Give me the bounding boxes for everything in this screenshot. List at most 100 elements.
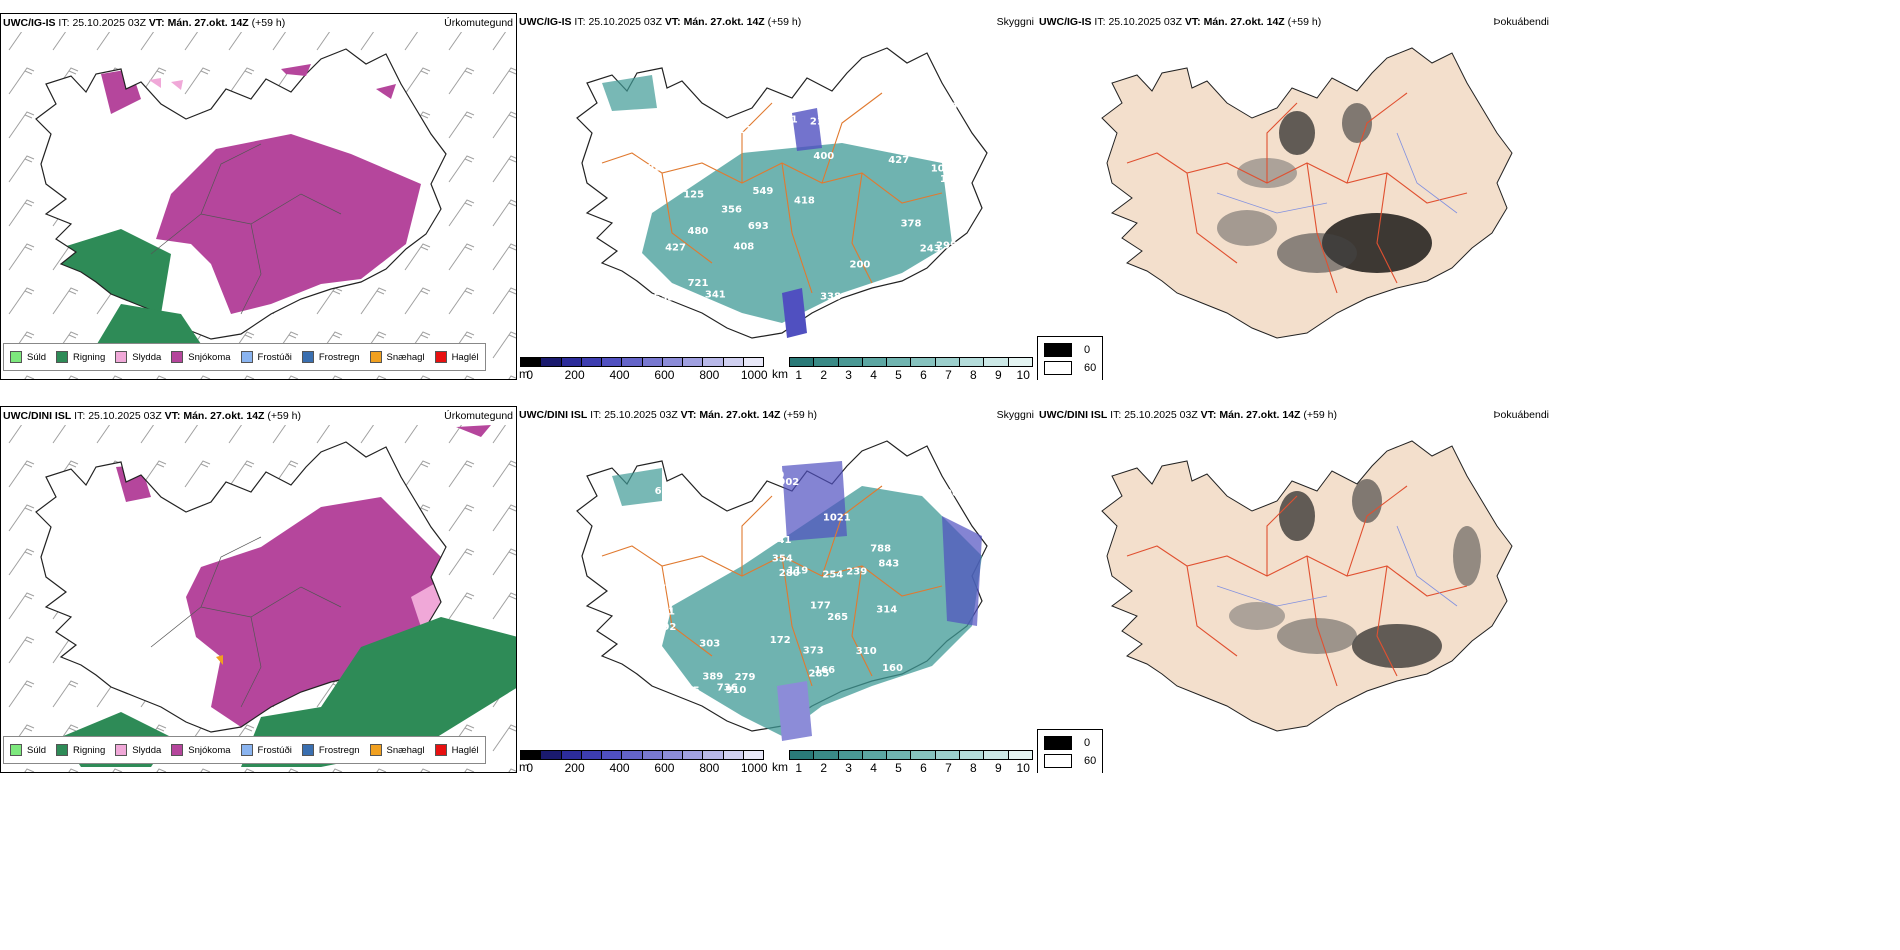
visibility-value: 304 <box>732 81 753 92</box>
visibility-value: 120 <box>896 478 917 489</box>
rivers <box>1216 525 1458 607</box>
colorbar-segment <box>862 358 888 366</box>
colorbar-segment <box>521 751 542 759</box>
visibility-value: 330 <box>763 470 784 481</box>
visibility-value: 549 <box>753 186 774 197</box>
swatch <box>56 351 69 363</box>
colorbar-segment <box>862 751 888 759</box>
colorbar-tick: 10 <box>1016 368 1030 380</box>
colorbar-tick: 5 <box>895 761 902 773</box>
visibility-value: 1021 <box>823 513 851 524</box>
colorbar-segment <box>814 358 839 366</box>
panel-title: Þokuábendi <box>1493 16 1549 28</box>
colorbar-segment <box>723 751 744 759</box>
colorbar-tick: 200 <box>564 761 585 773</box>
colorbar-segment <box>1008 751 1032 759</box>
colorbar-tick: 1 <box>795 368 803 380</box>
visibility-value: 408 <box>733 242 754 253</box>
colorbar-tick: 5 <box>895 368 902 380</box>
legend-item-snow: Snjókoma <box>171 744 231 756</box>
land <box>1101 440 1513 732</box>
visibility-value: 177 <box>810 601 831 612</box>
colorbar-tick: 1000 <box>740 368 768 380</box>
visibility-value: 693 <box>748 221 769 232</box>
visibility-value: 356 <box>721 205 742 216</box>
legend-item-freezing-rain: Frostregn <box>301 351 360 363</box>
colorbar-segment <box>838 751 863 759</box>
panel-header: UWC/DINI ISL IT: 25.10.2025 03Z VT: Mán.… <box>3 410 301 422</box>
colorbar-segment <box>622 751 643 759</box>
legend-item-hail: Haglél <box>434 351 479 363</box>
legend-item-snow-pellets: Snæhagl <box>369 351 425 363</box>
coastline <box>35 441 447 733</box>
fog-legend: 0 60 <box>1037 729 1104 773</box>
visibility-value: 303 <box>699 639 720 650</box>
visibility-value: 136 <box>940 174 961 185</box>
visibility-value: 290 <box>938 488 959 499</box>
colorbar-tick: 800 <box>699 368 720 380</box>
swatch <box>369 744 382 756</box>
visibility-value: 623 <box>642 514 663 525</box>
visibility-value: 302 <box>640 163 661 174</box>
visibility-value: 367 <box>932 285 953 296</box>
colorbar-tick: 400 <box>609 368 630 380</box>
visibility-value: 109 <box>720 531 741 542</box>
colorbar-segment <box>960 751 985 759</box>
visibility-value: 601 <box>655 486 676 497</box>
panel-header: UWC/IG-IS IT: 25.10.2025 03Z VT: Mán. 27… <box>519 16 802 28</box>
colorbar-segment <box>984 751 1009 759</box>
colorbar-tick: 600 <box>654 761 675 773</box>
panel-title: Þokuábendi <box>1493 409 1549 421</box>
legend-item-freezing-drizzle: Frostúði <box>240 744 292 756</box>
coastline <box>35 48 447 340</box>
panel-header: UWC/IG-IS IT: 25.10.2025 03Z VT: Mán. 27… <box>3 17 286 29</box>
colorbar-segment <box>581 358 602 366</box>
visibility-value: 427 <box>665 243 686 254</box>
swatch <box>240 351 253 363</box>
colorbar-segment <box>561 358 582 366</box>
panel-header: UWC/DINI ISL IT: 25.10.2025 03Z VT: Mán.… <box>519 409 817 421</box>
visibility-value: 318 <box>935 295 956 306</box>
visibility-value: 130 <box>880 81 901 92</box>
fog-swatch-0 <box>1044 736 1072 750</box>
colorbar-tick: 200 <box>564 368 585 380</box>
visibility-value: 280 <box>779 568 800 579</box>
fog-legend: 0 60 <box>1037 336 1104 380</box>
visibility-value: 585 <box>679 686 700 697</box>
swatch <box>434 351 447 363</box>
legend-item-drizzle: Súld <box>10 744 46 756</box>
colorbar-segment <box>683 751 704 759</box>
visibility-panel-bottom: UWC/DINI ISL IT: 25.10.2025 03Z VT: Mán.… <box>517 406 1037 773</box>
colorbar-segment <box>814 751 839 759</box>
swatch <box>240 744 253 756</box>
visibility-value: 105 <box>931 163 952 174</box>
visibility-value: 910 <box>726 685 747 696</box>
ceiling-colorbar: 0 200 400 600 800 1000 m <box>519 357 768 380</box>
colorbar-tick: 3 <box>845 761 852 773</box>
visibility-value: 285 <box>809 669 830 680</box>
colorbar-tick: 8 <box>970 761 977 773</box>
visibility-value: 265 <box>827 612 848 623</box>
colorbar-segment <box>581 751 602 759</box>
legend-item-snow-pellets: Snæhagl <box>369 744 425 756</box>
fog-swatch-60 <box>1044 754 1072 768</box>
colorbar-tick: 10 <box>1016 761 1030 773</box>
ceiling-colorbar: 0 200 400 600 800 1000 m <box>519 750 768 773</box>
swatch <box>171 351 184 363</box>
land <box>1101 47 1513 339</box>
colorbar-segment <box>703 358 724 366</box>
swatch <box>115 744 128 756</box>
visibility-value: 418 <box>794 195 815 206</box>
visibility-colorbar: 1 2 3 4 5 6 7 8 9 10 km <box>772 750 1033 773</box>
precip-map <box>1 425 516 772</box>
visibility-value: 427 <box>888 155 909 166</box>
colorbar-tick: 1000 <box>740 761 768 773</box>
visibility-value: 159 <box>937 102 958 113</box>
colorbar-segment <box>838 358 863 366</box>
visibility-value: 239 <box>846 567 867 578</box>
colorbar-tick: 7 <box>945 368 952 380</box>
colorbar-tick: 800 <box>699 761 720 773</box>
fog-indicator-panel-bottom: UWC/DINI ISL IT: 25.10.2025 03Z VT: Mán.… <box>1037 406 1552 773</box>
visibility-value: 218 <box>810 117 831 128</box>
colorbar-segment <box>984 358 1009 366</box>
